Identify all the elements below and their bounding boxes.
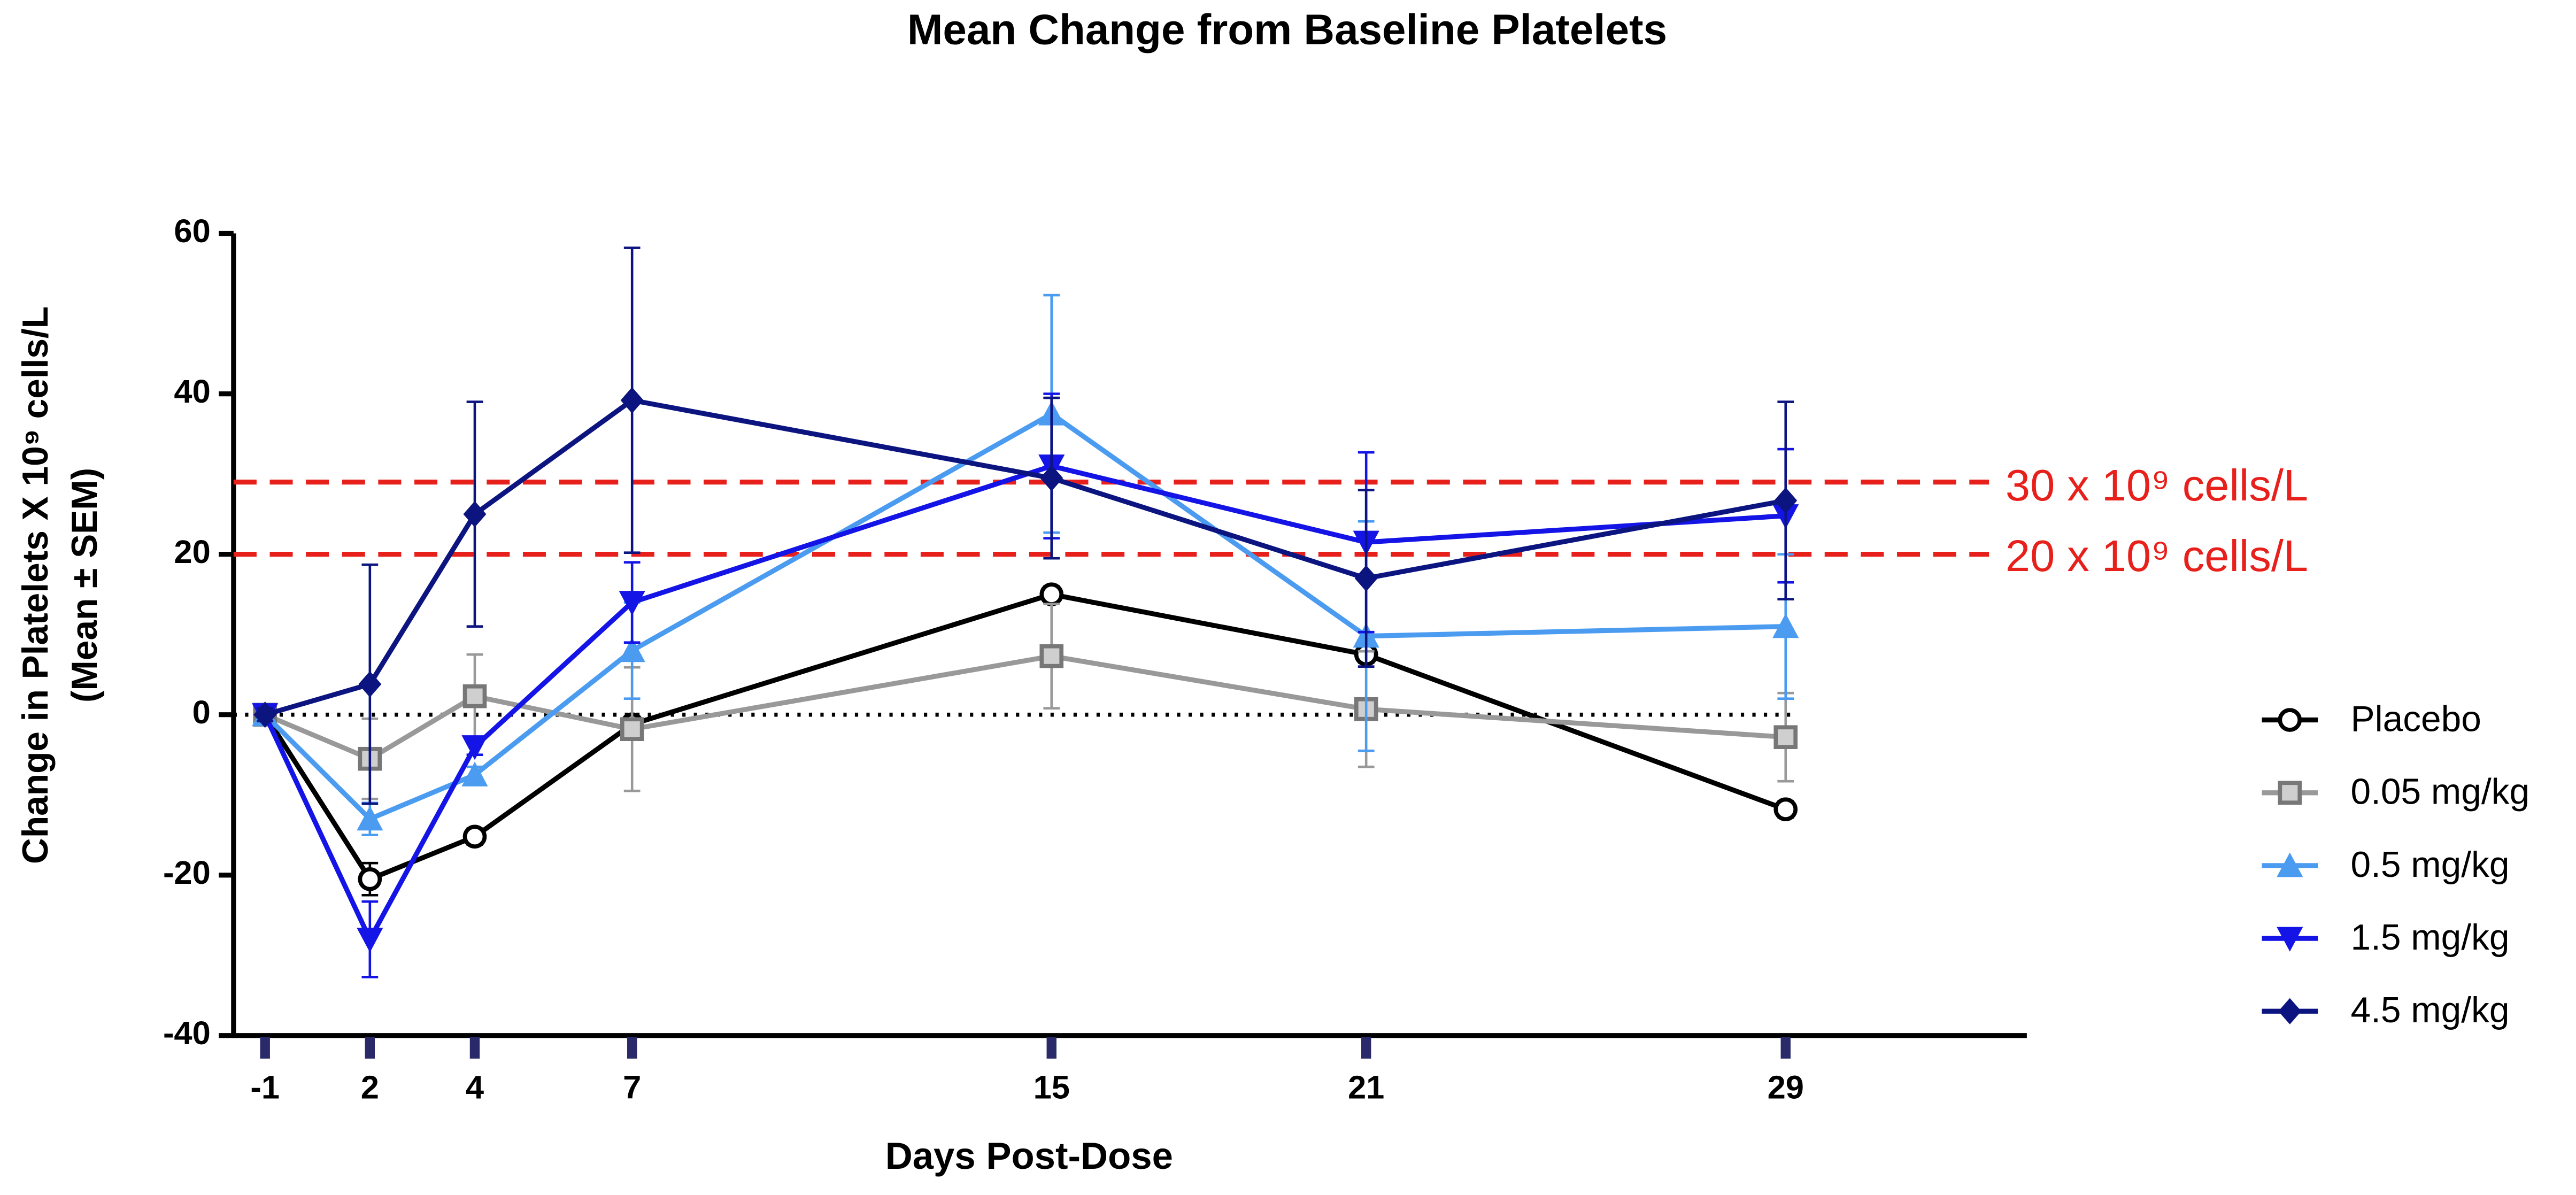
y-tick-label: 60 (174, 213, 210, 250)
legend-label: 4.5 mg/kg (2351, 990, 2510, 1030)
data-point (620, 717, 644, 741)
data-point (1774, 487, 1798, 514)
x-tick-label: 2 (361, 1069, 379, 1106)
series-line (264, 397, 1786, 718)
data-point (462, 824, 487, 849)
y-tick-label: 40 (174, 373, 210, 410)
data-point (357, 928, 383, 953)
data-point (463, 501, 487, 528)
x-tick-label: -1 (250, 1069, 280, 1106)
data-point (461, 761, 488, 787)
data-point (462, 684, 487, 708)
x-tick-label: 29 (1768, 1069, 1804, 1106)
legend-marker (2277, 852, 2303, 877)
data-point (357, 806, 383, 831)
data-point (619, 637, 645, 662)
reference-label: 30 x 10⁹ cells/L (2006, 460, 2308, 510)
series (253, 246, 1798, 805)
data-point (1772, 613, 1799, 638)
data-point (1040, 465, 1063, 491)
data-point (620, 387, 644, 414)
legend-marker (2277, 927, 2303, 952)
data-point (358, 867, 382, 891)
x-axis-label: Days Post-Dose (885, 1135, 1173, 1177)
data-point (619, 591, 645, 616)
legend-label: 0.05 mg/kg (2351, 772, 2530, 812)
legend-label: 1.5 mg/kg (2351, 918, 2510, 958)
x-tick-label: 21 (1348, 1069, 1384, 1106)
series-line (263, 463, 1786, 945)
legend-marker (2278, 781, 2302, 805)
y-axis-label-group: Change in Platelets X 10⁹ cells/L (Mean … (16, 306, 105, 864)
x-tick-label: 4 (466, 1069, 484, 1106)
series-line (263, 591, 1787, 882)
data-point (358, 671, 382, 698)
y-axis-label: Change in Platelets X 10⁹ cells/L (16, 306, 56, 864)
data-point (1354, 565, 1378, 592)
y-tick-label: -40 (163, 1015, 211, 1052)
series-line (264, 653, 1786, 762)
x-tick-label: 15 (1034, 1069, 1070, 1106)
y-tick-label: 0 (192, 694, 211, 731)
y-axis-label: (Mean ± SEM) (65, 468, 105, 703)
legend-marker (2278, 708, 2302, 732)
data-point (1773, 797, 1798, 822)
x-tick-label: 7 (623, 1069, 641, 1106)
data-point (461, 735, 488, 760)
data-point (253, 701, 277, 728)
reference-label: 20 x 10⁹ cells/L (2006, 531, 2308, 581)
data-point (1039, 582, 1064, 606)
legend-marker (2278, 998, 2302, 1024)
y-tick-label: 20 (174, 534, 210, 570)
data-point (1773, 725, 1798, 749)
data-point (1039, 644, 1064, 668)
y-tick-label: -20 (163, 854, 211, 891)
series (252, 294, 1799, 837)
legend-label: Placebo (2351, 699, 2481, 739)
legend-label: 0.5 mg/kg (2351, 845, 2510, 885)
chart-title: Mean Change from Baseline Platelets (907, 6, 1667, 53)
